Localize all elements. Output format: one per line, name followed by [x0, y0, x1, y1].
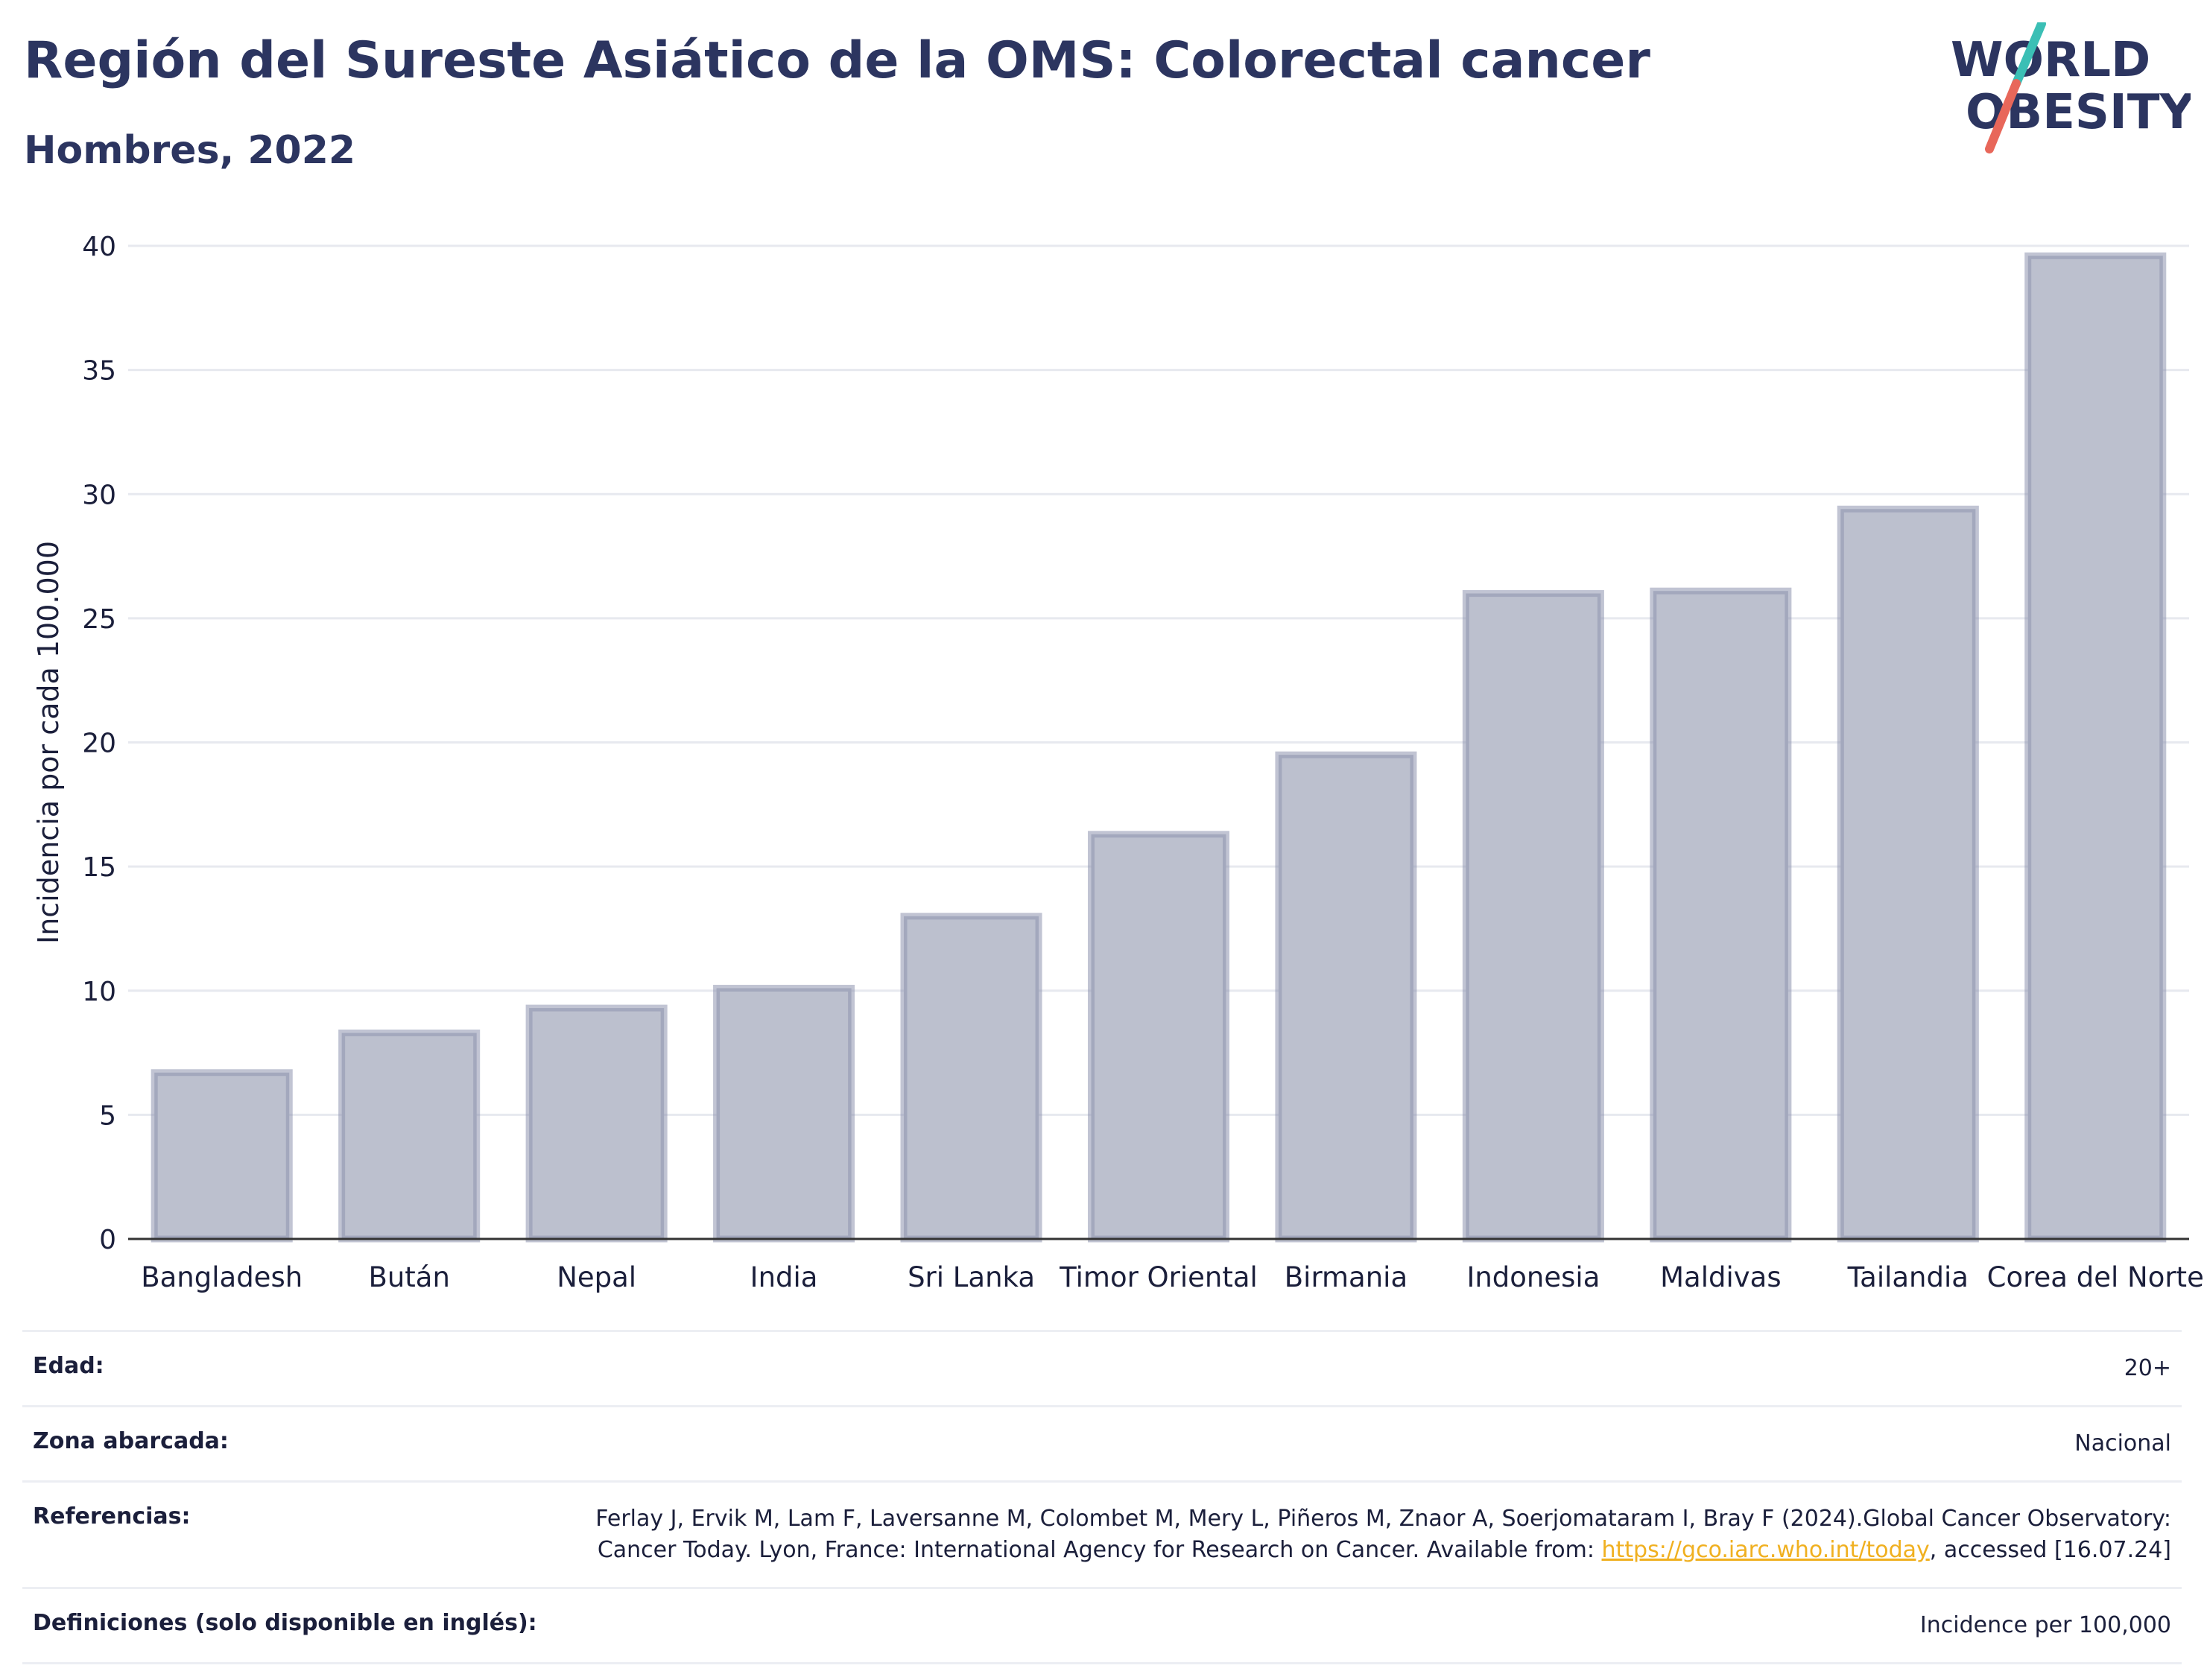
meta-age-label: Edad: — [33, 1353, 104, 1379]
meta-definitions-value: Incidence per 100,000 — [1919, 1612, 2171, 1638]
y-tick-label: 25 — [82, 604, 116, 635]
y-tick-label: 20 — [82, 729, 116, 759]
x-tick-label: Bután — [368, 1261, 449, 1293]
bar-maldivas[interactable] — [1650, 587, 1792, 1243]
world-obesity-logo: WORLD OBESITY — [1951, 22, 2191, 153]
meta-row-definitions: Definiciones (solo disponible en inglés)… — [22, 1587, 2182, 1664]
reference-text-end: , accessed [16.07.24] — [1929, 1537, 2171, 1563]
y-tick-labels: 0 5 10 15 20 25 30 35 40 — [82, 232, 116, 1255]
x-tick-label: India — [750, 1261, 818, 1293]
meta-area-label: Zona abarcada: — [33, 1428, 229, 1454]
reference-link[interactable]: https://gco.iarc.who.int/today — [1601, 1537, 1930, 1563]
x-tick-label: Timor Oriental — [1059, 1261, 1258, 1293]
x-tick-label: Maldivas — [1660, 1261, 1782, 1293]
bar-corea-del-norte[interactable] — [2024, 252, 2167, 1243]
meta-row-references: Referencias: Ferlay J, Ervik M, Lam F, L… — [22, 1480, 2182, 1587]
y-tick-label: 40 — [82, 232, 116, 262]
bar-bangladesh[interactable] — [151, 1069, 293, 1243]
x-tick-label: Sri Lanka — [908, 1261, 1035, 1293]
meta-row-age: Edad: 20+ — [22, 1330, 2182, 1405]
y-axis-label: Incidencia por cada 100.000 — [32, 541, 65, 944]
y-tick-label: 10 — [82, 977, 116, 1007]
meta-definitions-label: Definiciones (solo disponible en inglés)… — [33, 1610, 537, 1636]
y-tick-label: 15 — [82, 852, 116, 883]
bar-timor-oriental[interactable] — [1087, 831, 1230, 1243]
y-tick-label: 35 — [82, 356, 116, 387]
bar-india[interactable] — [713, 984, 855, 1243]
chart-title: Región del Sureste Asiático de la OMS: C… — [24, 31, 1650, 90]
bars — [151, 252, 2167, 1243]
logo-word-world: WORLD — [1951, 33, 2150, 88]
bar-sri-lanka[interactable] — [900, 913, 1042, 1243]
x-tick-label: Bangladesh — [141, 1261, 303, 1293]
metadata-table: Edad: 20+ Zona abarcada: Nacional Refere… — [22, 1330, 2182, 1664]
bar-indonesia[interactable] — [1462, 590, 1604, 1243]
meta-age-value: 20+ — [2124, 1355, 2171, 1381]
logo-slash-bottom — [1985, 79, 2021, 153]
logo-slash-top — [2012, 22, 2046, 88]
x-tick-labels: Bangladesh Bután Nepal India Sri Lanka Timor … — [141, 1261, 2204, 1293]
chart-subtitle: Hombres, 2022 — [24, 128, 356, 173]
x-tick-label: Birmania — [1285, 1261, 1407, 1293]
bar-bután[interactable] — [338, 1029, 481, 1243]
y-tick-label: 5 — [99, 1100, 116, 1131]
bar-tailandia[interactable] — [1837, 505, 1979, 1243]
y-tick-label: 0 — [99, 1225, 116, 1255]
meta-area-value: Nacional — [2074, 1430, 2171, 1456]
x-tick-label: Nepal — [557, 1261, 636, 1293]
meta-references-label: Referencias: — [33, 1503, 191, 1530]
bar-chart: 0 5 10 15 20 25 30 35 40 Bangladesh Bután Nepal Ind… — [32, 232, 2204, 1293]
bar-nepal[interactable] — [525, 1004, 668, 1243]
meta-row-area: Zona abarcada: Nacional — [22, 1405, 2182, 1480]
bar-birmania[interactable] — [1275, 751, 1417, 1243]
x-tick-label: Corea del Norte — [1987, 1261, 2204, 1293]
meta-references-value: Ferlay J, Ervik M, Lam F, Laversanne M, … — [532, 1503, 2171, 1566]
x-tick-label: Tailandia — [1847, 1261, 1969, 1293]
reference-text: Ferlay J, Ervik M, Lam F, Laversanne M, … — [595, 1506, 2171, 1563]
x-tick-label: Indonesia — [1466, 1261, 1600, 1293]
y-tick-label: 30 — [82, 480, 116, 510]
